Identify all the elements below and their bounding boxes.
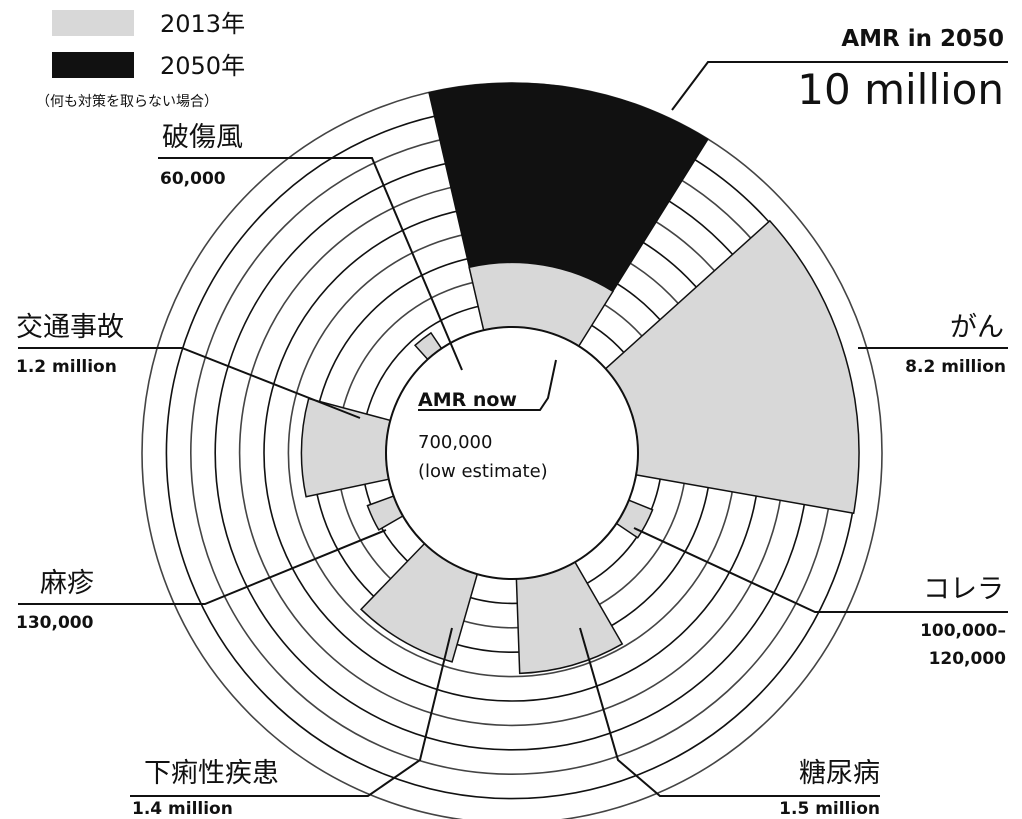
label-name-traffic: 交通事故 bbox=[16, 312, 124, 343]
label-value-cancer: 8.2 million bbox=[905, 357, 1006, 377]
label-value-tetanus: 60,000 bbox=[160, 169, 226, 189]
legend: 2013年 2050年 （何も対策を取らない場合） bbox=[36, 10, 245, 110]
category-labels: 破傷風 60,000 交通事故 1.2 million がん 8.2 milli… bbox=[16, 122, 1006, 819]
amr-now-callout: AMR now 700,000 (low estimate) bbox=[418, 389, 548, 482]
label-name-cholera: コレラ bbox=[923, 574, 1004, 605]
legend-swatch-2013 bbox=[52, 10, 134, 36]
amr-2050-callout: AMR in 2050 10 million bbox=[797, 26, 1004, 114]
label-name-tetanus: 破傷風 bbox=[162, 122, 243, 153]
amr-now-note: (low estimate) bbox=[418, 461, 548, 482]
amr-2050-value: 10 million bbox=[797, 65, 1004, 114]
legend-note: （何も対策を取らない場合） bbox=[36, 93, 218, 110]
label-name-measles: 麻疹 bbox=[40, 568, 94, 599]
leader-cholera bbox=[633, 527, 1008, 613]
legend-swatch-2050 bbox=[52, 52, 134, 78]
sectors bbox=[300, 82, 860, 675]
sector-category-1 bbox=[604, 219, 860, 515]
label-name-diabetes: 糖尿病 bbox=[799, 758, 880, 789]
sector-category-3 bbox=[515, 561, 624, 675]
label-value-cholera-1: 100,000– bbox=[920, 621, 1006, 641]
leader-measles bbox=[18, 529, 387, 605]
label-value-traffic: 1.2 million bbox=[16, 357, 117, 377]
amr-now-title: AMR now bbox=[418, 389, 517, 411]
label-name-diarrhea: 下痢性疾患 bbox=[144, 758, 279, 789]
leader-tetanus bbox=[158, 157, 463, 371]
leader-diabetes bbox=[579, 627, 880, 797]
label-value-diabetes: 1.5 million bbox=[779, 799, 880, 819]
leader-lines bbox=[18, 61, 1008, 797]
amr-now-value: 700,000 bbox=[418, 432, 492, 453]
center-hub bbox=[385, 326, 639, 580]
leader-traffic bbox=[18, 347, 361, 419]
leader-amr2050 bbox=[671, 61, 1008, 111]
label-name-cancer: がん bbox=[950, 312, 1004, 343]
leader-diarrhea bbox=[130, 627, 453, 797]
label-value-diarrhea: 1.4 million bbox=[132, 799, 233, 819]
label-value-cholera-2: 120,000 bbox=[929, 649, 1007, 669]
legend-label-2013: 2013年 bbox=[160, 10, 245, 38]
amr-2050-title: AMR in 2050 bbox=[841, 26, 1004, 52]
legend-label-2050: 2050年 bbox=[160, 52, 245, 80]
label-value-measles: 130,000 bbox=[16, 613, 94, 633]
leader-amrnow bbox=[418, 359, 557, 411]
